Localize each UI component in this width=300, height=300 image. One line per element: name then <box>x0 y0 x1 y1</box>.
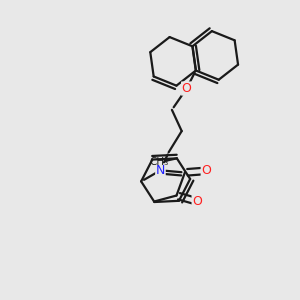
Text: CH₃: CH₃ <box>149 157 169 167</box>
Text: N: N <box>156 164 165 177</box>
Text: O: O <box>192 195 202 208</box>
Text: O: O <box>182 82 192 95</box>
Text: O: O <box>201 164 211 177</box>
